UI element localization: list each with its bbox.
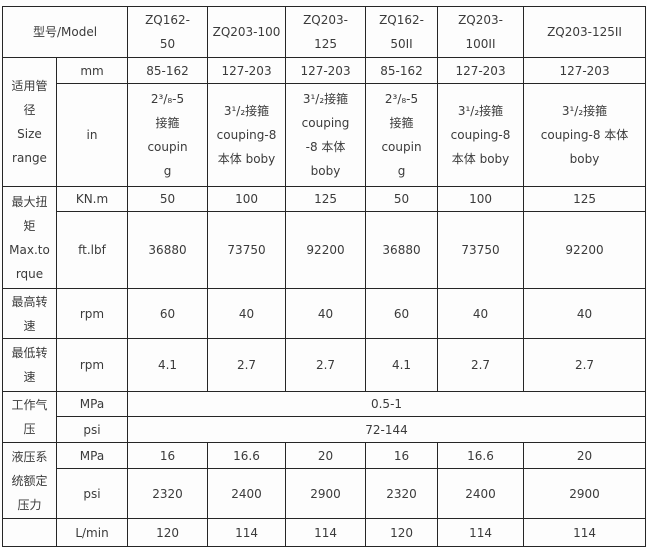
- spec-value-cell: 114: [437, 518, 525, 547]
- min-speed-row: 最低转 速 rpm 4.1 2.7 2.7 4.1 2.7 2.7: [2, 338, 647, 392]
- spec-value-cell: 3¹/₂接箍 couping -8 本体 boby: [285, 83, 367, 187]
- spec-value-cell: 50: [127, 186, 209, 212]
- spec-value-cell: 20: [523, 442, 647, 469]
- max-speed-row: 最高转 速 rpm 60 40 40 60 40 40: [2, 288, 647, 339]
- spec-value-cell: 16.6: [207, 442, 287, 469]
- spec-value-cell: 85-162: [365, 57, 439, 84]
- spec-value-cell: 40: [207, 288, 287, 339]
- max-torque-ftlbf-row: ft.lbf 36880 73750 92200 36880 73750 922…: [3, 211, 647, 289]
- max-torque-knm-row: 最大扭 矩 Max.to rque KN.m 50 100 125 50 100…: [2, 186, 647, 289]
- spec-value-cell: 120: [365, 518, 439, 547]
- unit-cell: psi: [55, 416, 129, 443]
- spec-value-cell: 36880: [127, 211, 209, 289]
- spec-value-cell: 2.7: [285, 338, 367, 392]
- model-spec-table: 型号/Model ZQ162- 50 ZQ203-100 ZQ203- 125 …: [1, 6, 647, 547]
- spec-value-cell: 100: [437, 186, 525, 212]
- spec-value-cell: 114: [285, 518, 367, 547]
- hydraulic-pressure-mpa-row: 液压系 统额定 压力 MPa 16 16.6 20 16 16.6 20: [2, 442, 647, 519]
- size-range-mm-row: 适用管 径 Size range mm 85-162 127-203 127-2…: [2, 57, 647, 187]
- air-pressure-mpa-row: 工作气 压 MPa 0.5-1: [2, 391, 647, 443]
- spec-value-cell: 125: [523, 186, 647, 212]
- spec-value-cell: 92200: [523, 211, 647, 289]
- spec-value-cell: 16: [365, 442, 439, 469]
- model-name-cell: ZQ203-100: [207, 6, 287, 58]
- hydraulic-pressure-label: 液压系 统额定 压力: [2, 442, 57, 519]
- spec-value-cell: 73750: [207, 211, 287, 289]
- unit-cell: KN.m: [55, 186, 129, 212]
- spec-value-span-cell: 0.5-1: [127, 391, 647, 417]
- air-pressure-psi-row: psi 72-144: [3, 416, 647, 443]
- spec-value-cell: 127-203: [437, 57, 525, 84]
- unit-cell: MPa: [55, 391, 129, 417]
- model-name-cell: ZQ162- 50: [127, 6, 209, 58]
- spec-value-cell: 2400: [207, 468, 287, 519]
- spec-value-cell: 3¹/₂接箍 couping-8 本体 boby: [523, 83, 647, 187]
- spec-value-cell: 2³/₈-5 接箍 coupin g: [127, 83, 209, 187]
- model-name-cell: ZQ162- 50II: [365, 6, 439, 58]
- flow-row: L/min 120 114 114 120 114 114: [2, 518, 647, 547]
- spec-value-cell: 2320: [127, 468, 209, 519]
- spec-value-cell: 50: [365, 186, 439, 212]
- model-name-cell: ZQ203-125II: [523, 6, 647, 58]
- unit-cell: psi: [55, 468, 129, 519]
- spec-value-cell: 2320: [365, 468, 439, 519]
- unit-cell: MPa: [55, 442, 129, 469]
- header-row: 型号/Model ZQ162- 50 ZQ203-100 ZQ203- 125 …: [1, 6, 647, 58]
- spec-value-cell: 114: [523, 518, 647, 547]
- model-header-label: 型号/Model: [1, 6, 129, 58]
- spec-value-cell: 60: [365, 288, 439, 339]
- spec-value-cell: 2³/₈-5 接箍 coupin g: [365, 83, 439, 187]
- spec-value-cell: 36880: [365, 211, 439, 289]
- unit-cell: ft.lbf: [55, 211, 129, 289]
- spec-value-cell: 2.7: [437, 338, 525, 392]
- max-speed-label: 最高转 速: [2, 288, 57, 339]
- spec-value-cell: 16: [127, 442, 209, 469]
- spec-value-cell: 125: [285, 186, 367, 212]
- min-speed-label: 最低转 速: [2, 338, 57, 392]
- spec-value-cell: 114: [207, 518, 287, 547]
- model-name-cell: ZQ203- 125: [285, 6, 367, 58]
- spec-value-cell: 2.7: [207, 338, 287, 392]
- hydraulic-pressure-psi-row: psi 2320 2400 2900 2320 2400 2900: [3, 468, 647, 519]
- spec-value-cell: 73750: [437, 211, 525, 289]
- spec-value-cell: 2900: [523, 468, 647, 519]
- air-pressure-label: 工作气 压: [2, 391, 57, 443]
- max-torque-label: 最大扭 矩 Max.to rque: [2, 186, 57, 289]
- spec-value-cell: 40: [285, 288, 367, 339]
- spec-value-cell: 4.1: [365, 338, 439, 392]
- spec-value-cell: 2400: [437, 468, 525, 519]
- unit-cell: rpm: [55, 288, 129, 339]
- spec-value-cell: 2900: [285, 468, 367, 519]
- unit-cell: in: [55, 83, 129, 187]
- spec-value-cell: 60: [127, 288, 209, 339]
- spec-value-cell: 2.7: [523, 338, 647, 392]
- spec-value-cell: 120: [127, 518, 209, 547]
- flow-label-empty: [2, 518, 57, 547]
- spec-value-cell: 40: [437, 288, 525, 339]
- spec-value-cell: 4.1: [127, 338, 209, 392]
- size-range-in-row: in 2³/₈-5 接箍 coupin g 3¹/₂接箍 couping-8 本…: [3, 83, 647, 187]
- spec-value-cell: 127-203: [523, 57, 647, 84]
- spec-value-cell: 3¹/₂接箍 couping-8 本体 boby: [207, 83, 287, 187]
- spec-value-cell: 16.6: [437, 442, 525, 469]
- spec-value-cell: 40: [523, 288, 647, 339]
- spec-value-cell: 92200: [285, 211, 367, 289]
- spec-value-cell: 85-162: [127, 57, 209, 84]
- model-name-cell: ZQ203- 100II: [437, 6, 525, 58]
- size-range-label: 适用管 径 Size range: [2, 57, 57, 187]
- unit-cell: mm: [55, 57, 129, 84]
- spec-value-cell: 100: [207, 186, 287, 212]
- spec-value-cell: 127-203: [207, 57, 287, 84]
- spec-value-span-cell: 72-144: [127, 416, 647, 443]
- spec-value-cell: 3¹/₂接箍 couping-8 本体 boby: [437, 83, 525, 187]
- unit-cell: rpm: [55, 338, 129, 392]
- spec-value-cell: 20: [285, 442, 367, 469]
- unit-cell: L/min: [55, 518, 129, 547]
- spec-value-cell: 127-203: [285, 57, 367, 84]
